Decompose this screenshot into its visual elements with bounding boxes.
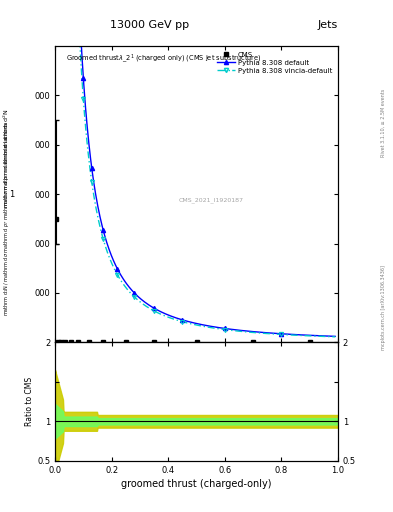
Text: 13000 GeV pp: 13000 GeV pp — [110, 19, 189, 30]
Text: Groomed thrust$\lambda\_2^1$ (charged only) (CMS jet substructure): Groomed thrust$\lambda\_2^1$ (charged on… — [66, 52, 262, 65]
X-axis label: groomed thrust (charged-only): groomed thrust (charged-only) — [121, 479, 272, 489]
Text: 1: 1 — [9, 190, 15, 199]
Text: mathrm d $p_T$ mathrm d lambda: mathrm d $p_T$ mathrm d lambda — [2, 120, 11, 208]
Text: mathrm d$^2$N: mathrm d$^2$N — [2, 108, 11, 148]
Text: CMS_2021_I1920187: CMS_2021_I1920187 — [178, 197, 243, 203]
Legend: CMS, Pythia 8.308 default, Pythia 8.308 vincia-default: CMS, Pythia 8.308 default, Pythia 8.308 … — [215, 50, 334, 76]
Text: Jets: Jets — [318, 19, 338, 30]
Y-axis label: Ratio to CMS: Ratio to CMS — [25, 377, 34, 426]
Text: Rivet 3.1.10, ≥ 2.5M events: Rivet 3.1.10, ≥ 2.5M events — [381, 89, 386, 157]
Text: mathrm d$_1$N / mathrm d$\sigma$ mathrm d $p_T$ mathrm d $\sigma$ mathrm d lambd: mathrm d$_1$N / mathrm d$\sigma$ mathrm … — [2, 144, 11, 316]
Text: mcplots.cern.ch [arXiv:1306.3436]: mcplots.cern.ch [arXiv:1306.3436] — [381, 265, 386, 350]
